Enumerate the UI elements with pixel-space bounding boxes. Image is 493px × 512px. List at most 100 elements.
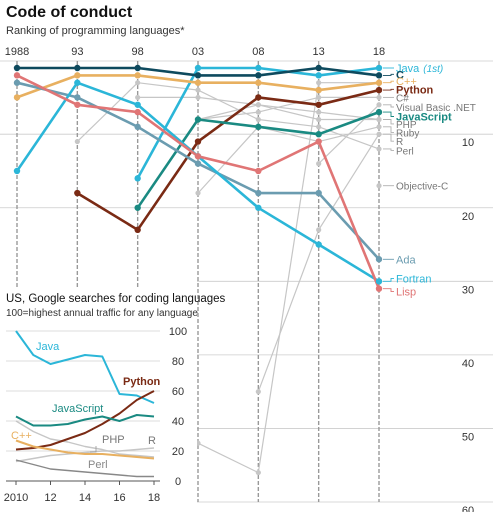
inset-x-tick-label: 12	[44, 492, 56, 504]
series-label-c: C	[396, 69, 404, 81]
data-point-python	[134, 226, 141, 234]
y-tick-label: 40	[462, 358, 474, 370]
label-leader	[383, 277, 394, 282]
data-point-ada	[315, 189, 322, 197]
inset-subtitle: 100=highest annual traffic for any langu…	[6, 308, 198, 319]
data-point-c	[74, 64, 81, 72]
data-point-php	[316, 109, 322, 115]
inset-series-label-java: Java	[36, 341, 60, 353]
search-inset-chart: US, Google searches for coding languages…	[0, 287, 226, 512]
label-leader	[383, 119, 394, 125]
inset-y-tick-label: 0	[175, 476, 181, 488]
x-tick-label: 13	[313, 46, 325, 58]
inset-y-tick-label: 80	[172, 356, 184, 368]
data-point-c	[255, 72, 262, 79]
data-point-perl	[255, 116, 261, 123]
x-tick-label: 03	[192, 46, 204, 58]
data-point-objective-c	[376, 183, 382, 189]
data-point-fortran	[255, 204, 262, 211]
label-leader	[383, 80, 394, 84]
data-point-javascript	[315, 131, 322, 138]
data-point-ada	[134, 123, 141, 131]
inset-series-label-python: Python	[123, 376, 161, 388]
ranking-x-ticks: 1988 93 98 03 08 13 18	[5, 46, 385, 58]
inset-line-javascript	[15, 414, 155, 427]
data-point-c	[315, 64, 322, 72]
inset-php-leader	[90, 446, 97, 453]
series-line-ruby	[197, 126, 380, 194]
data-point-r	[316, 227, 322, 233]
series-label-ada: Ada	[396, 254, 416, 266]
inset-y-ticks: 0 20 40 60 80 100	[169, 326, 187, 488]
data-point-python	[255, 94, 262, 101]
data-point-unnamed	[255, 469, 261, 476]
data-point-r	[376, 131, 382, 137]
inset-background	[0, 287, 197, 512]
x-tick-label: 1988	[5, 46, 29, 58]
data-point-c	[13, 94, 21, 101]
data-point-lisp	[134, 108, 141, 116]
data-point-unnamed	[316, 116, 322, 123]
y-tick-label: 10	[462, 137, 474, 149]
data-point-ada	[375, 256, 383, 263]
data-point-c	[74, 72, 81, 79]
data-point-perl	[74, 138, 80, 145]
y-tick-label: 50	[462, 431, 474, 443]
data-point-c	[194, 79, 202, 86]
data-point-unnamed	[316, 80, 322, 86]
inset-x-tick-label: 2010	[4, 492, 28, 504]
data-point-c	[375, 72, 383, 79]
inset-x-tick-label: 14	[79, 492, 91, 504]
data-point-lisp	[13, 72, 21, 79]
inset-series-label-r: R	[148, 435, 156, 447]
series-label-r: R	[396, 137, 403, 148]
series-label-php: PHP	[396, 120, 417, 131]
data-point-c	[315, 86, 322, 94]
label-leader	[383, 73, 394, 76]
data-point-java	[315, 72, 322, 79]
y-tick-label: 60	[462, 505, 474, 512]
x-tick-label: 18	[373, 46, 385, 58]
data-point-javascript	[134, 204, 141, 211]
data-point-javascript	[375, 108, 383, 116]
data-point-java	[255, 64, 262, 72]
data-point-unnamed	[135, 94, 141, 101]
data-point-unnamed	[376, 116, 382, 123]
inset-labels: Java Python JavaScript C++ PHP R Perl	[11, 341, 161, 471]
series-line-php	[197, 104, 380, 121]
data-point-perl	[376, 146, 382, 152]
data-point-visual-basic-net	[316, 161, 322, 167]
inset-lines	[15, 330, 155, 478]
data-point-java	[194, 64, 202, 72]
inset-title: US, Google searches for coding languages	[6, 293, 226, 305]
data-point-c	[376, 94, 382, 101]
data-point-unnamed	[255, 102, 261, 108]
series-label-fortran: Fortran	[396, 273, 431, 285]
data-point-c	[255, 79, 262, 86]
data-point-perl	[195, 87, 201, 93]
data-point-javascript	[255, 123, 262, 131]
label-leader	[383, 133, 394, 142]
inset-y-tick-label: 100	[169, 326, 187, 338]
series-line-unnamed	[197, 82, 379, 474]
series-label-javascript: JavaScript	[396, 112, 452, 124]
inset-line-c	[15, 439, 155, 460]
data-point-ruby	[195, 190, 201, 196]
y-tick-label: 30	[462, 284, 474, 296]
first-place-annotation: (1st)	[423, 64, 443, 75]
data-point-c	[13, 64, 21, 72]
label-leader	[383, 111, 394, 117]
chart-title: Code of conduct	[6, 4, 133, 21]
data-point-ruby	[376, 124, 382, 130]
data-point-lisp	[74, 101, 81, 108]
data-point-c	[255, 109, 261, 115]
data-point-fortran	[375, 278, 383, 285]
data-point-unnamed	[195, 94, 201, 101]
label-leader	[383, 288, 394, 293]
series-label-ruby: Ruby	[396, 128, 419, 139]
ranking-y-ticks: 10 20 30 40 50 60	[462, 137, 474, 512]
inset-series-label-perl: Perl	[88, 459, 108, 471]
data-point-visual-basic-net	[376, 102, 382, 108]
ranking-points	[13, 64, 383, 476]
series-label-objective-c: Objective-C	[396, 182, 448, 193]
